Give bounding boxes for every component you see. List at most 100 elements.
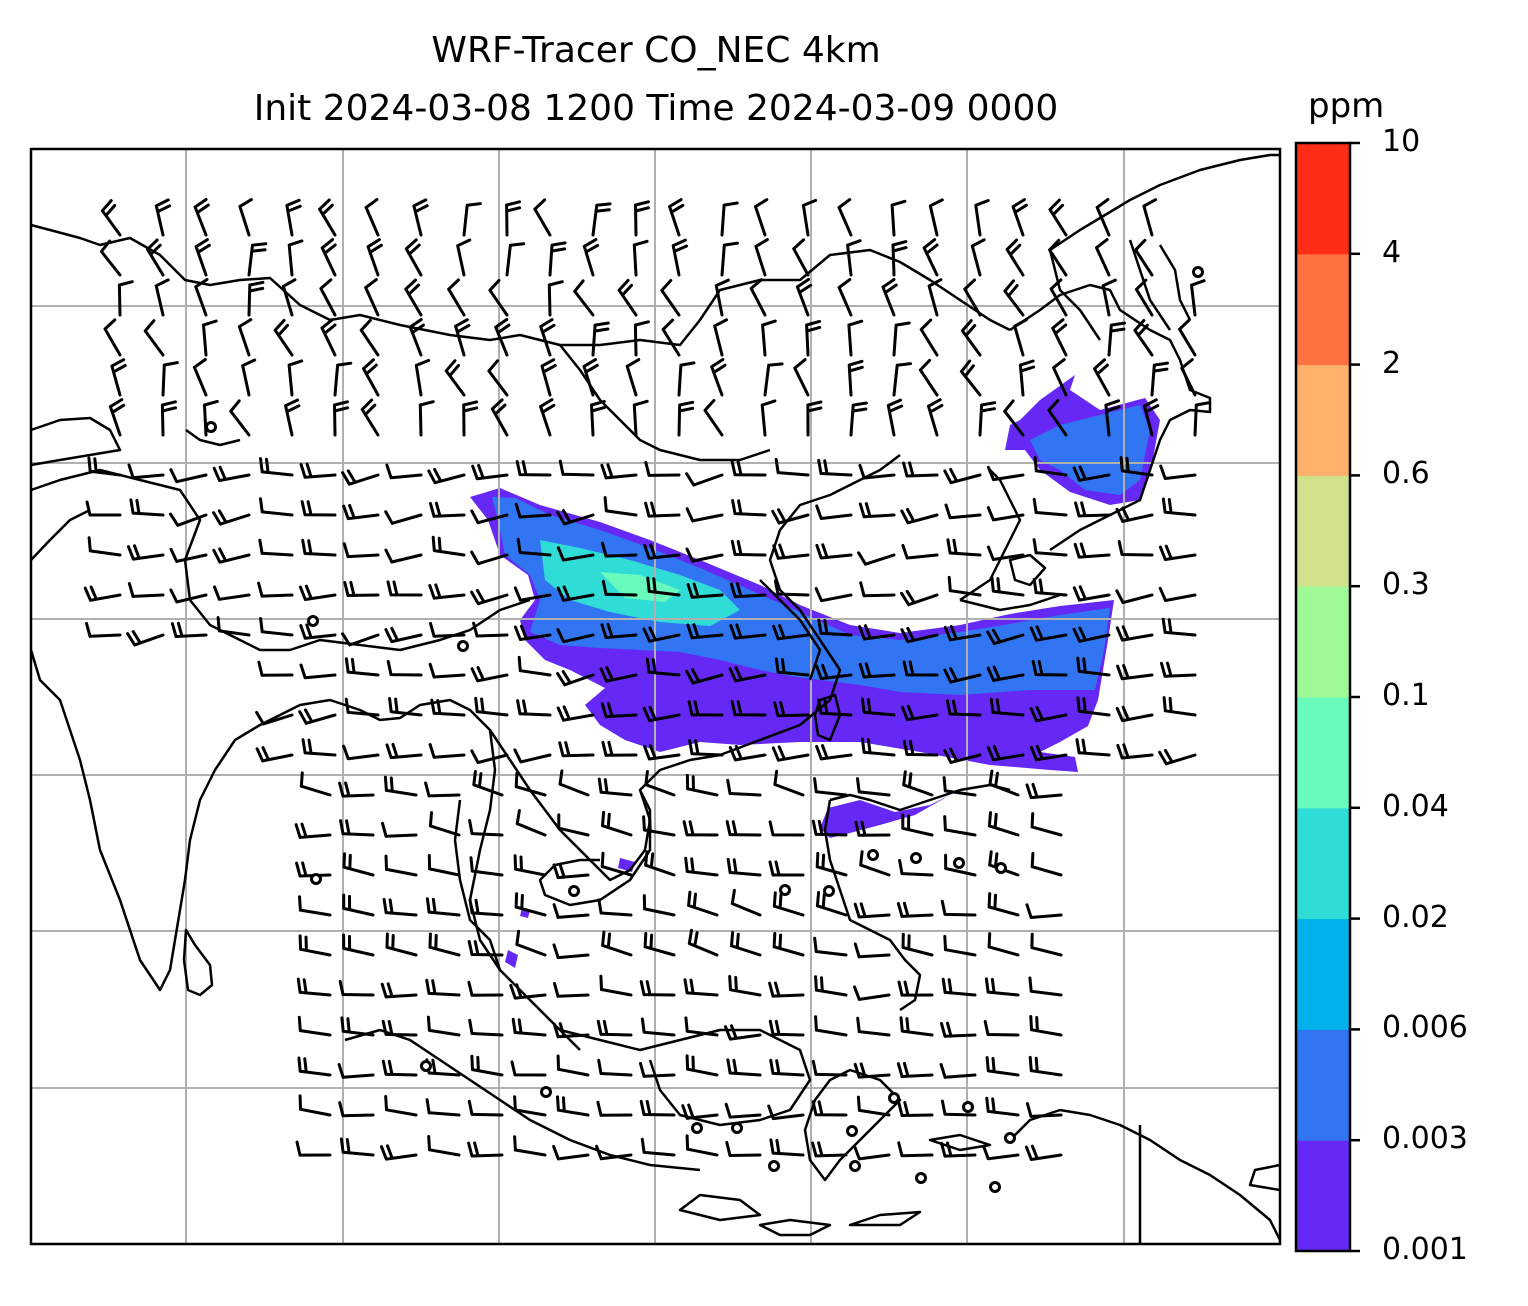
- wind-barb: [772, 932, 805, 957]
- wind-barb: [509, 983, 547, 1000]
- wind-barb: [287, 359, 304, 397]
- wind-barb: [514, 892, 547, 917]
- wind-barb: [425, 897, 461, 917]
- wind-barb: [898, 859, 934, 877]
- wind-barb: [318, 198, 337, 237]
- wind-barb: [720, 201, 739, 237]
- wind-barb: [1031, 660, 1068, 677]
- wind-barb: [986, 628, 1025, 646]
- wind-barb: [726, 778, 762, 797]
- wind-barb: [1030, 932, 1063, 957]
- wind-barb: [294, 822, 332, 839]
- wind-barb: [685, 472, 724, 487]
- wind-barb: [632, 239, 649, 277]
- wind-barb: [487, 359, 509, 397]
- wind-barb: [1158, 586, 1197, 602]
- wind-barb: [890, 199, 907, 237]
- wind-barb: [468, 819, 504, 837]
- wind-barb: [773, 701, 810, 718]
- calm-wind-circle: [953, 857, 965, 869]
- wind-barb: [127, 463, 165, 480]
- wind-barb: [731, 499, 767, 517]
- wind-barb: [817, 698, 853, 717]
- wind-barb: [467, 1141, 504, 1158]
- wind-barb: [203, 399, 219, 437]
- wind-barb: [298, 708, 337, 725]
- wind-barb: [467, 940, 504, 957]
- wind-barb: [299, 623, 337, 640]
- wind-barb: [919, 318, 939, 357]
- wind-barb: [99, 239, 122, 277]
- wind-barb: [728, 745, 767, 762]
- wind-barb: [299, 462, 337, 479]
- wind-barb: [985, 1056, 1020, 1077]
- wind-barb: [582, 358, 599, 397]
- wind-barb: [1107, 321, 1126, 357]
- wind-barb: [1072, 585, 1111, 602]
- wind-barb: [192, 358, 208, 397]
- wind-barb: [847, 359, 864, 397]
- wind-barb: [428, 811, 461, 837]
- wind-barb: [383, 775, 418, 797]
- wind-barb: [983, 1020, 1020, 1037]
- wind-barb: [100, 199, 122, 237]
- wind-barb: [515, 460, 552, 477]
- wind-barb: [1101, 278, 1117, 317]
- colorbar-segment: [1296, 586, 1350, 698]
- wind-barb: [986, 465, 1025, 482]
- colorbar-units: ppm: [1308, 86, 1385, 126]
- wind-barb: [1029, 625, 1068, 642]
- wind-barb: [1119, 456, 1154, 477]
- wind-barb: [814, 975, 848, 997]
- wind-barb: [1075, 738, 1111, 757]
- wind-barb: [671, 238, 689, 277]
- wind-barb: [87, 456, 122, 477]
- wind-barb: [1074, 501, 1111, 518]
- wind-barb: [1158, 749, 1197, 766]
- wind-barb: [773, 579, 810, 597]
- wind-barb: [1178, 318, 1197, 357]
- wind-barb: [1116, 664, 1154, 681]
- wind-barb: [1133, 319, 1154, 357]
- wind-barb: [129, 498, 165, 517]
- wind-barb: [854, 820, 891, 837]
- wind-barb: [900, 589, 939, 607]
- wind-barb: [859, 850, 891, 877]
- wind-barb: [540, 358, 557, 397]
- wind-barb: [724, 1102, 762, 1119]
- wind-barb: [772, 624, 810, 641]
- wind-barb: [1076, 696, 1111, 717]
- wind-barb: [943, 625, 982, 642]
- wind-barb: [815, 543, 853, 560]
- wind-barb: [1104, 399, 1121, 437]
- wind-barb: [1115, 625, 1154, 642]
- wind-barb: [1190, 279, 1206, 317]
- wind-barb: [558, 741, 595, 758]
- wind-barb: [1025, 903, 1063, 919]
- wind-barb: [601, 810, 633, 837]
- wind-barb: [259, 617, 294, 637]
- coastlines: [29, 153, 1282, 1244]
- wind-barb: [896, 901, 934, 918]
- wind-barb: [595, 1144, 633, 1161]
- colorbar-tick-label: 4: [1382, 234, 1402, 270]
- wind-barb: [517, 655, 552, 677]
- wind-barb: [428, 932, 461, 957]
- wind-barb: [259, 497, 294, 517]
- wind-barb: [319, 278, 337, 317]
- wind-barb: [1117, 540, 1154, 557]
- wind-barbs: [83, 198, 1211, 1161]
- wind-barb: [688, 739, 724, 757]
- wind-barb: [685, 774, 719, 797]
- wind-barb: [1013, 318, 1028, 357]
- wind-barb: [470, 588, 509, 606]
- wind-barb: [1115, 506, 1154, 523]
- wind-barb: [539, 318, 556, 357]
- wind-barb: [640, 1137, 676, 1157]
- wind-barb: [660, 279, 681, 317]
- wind-barb: [364, 198, 380, 237]
- wind-barb: [901, 543, 939, 560]
- wind-barb: [552, 1022, 590, 1039]
- wind-barb: [1134, 238, 1154, 277]
- wind-barb: [110, 358, 127, 397]
